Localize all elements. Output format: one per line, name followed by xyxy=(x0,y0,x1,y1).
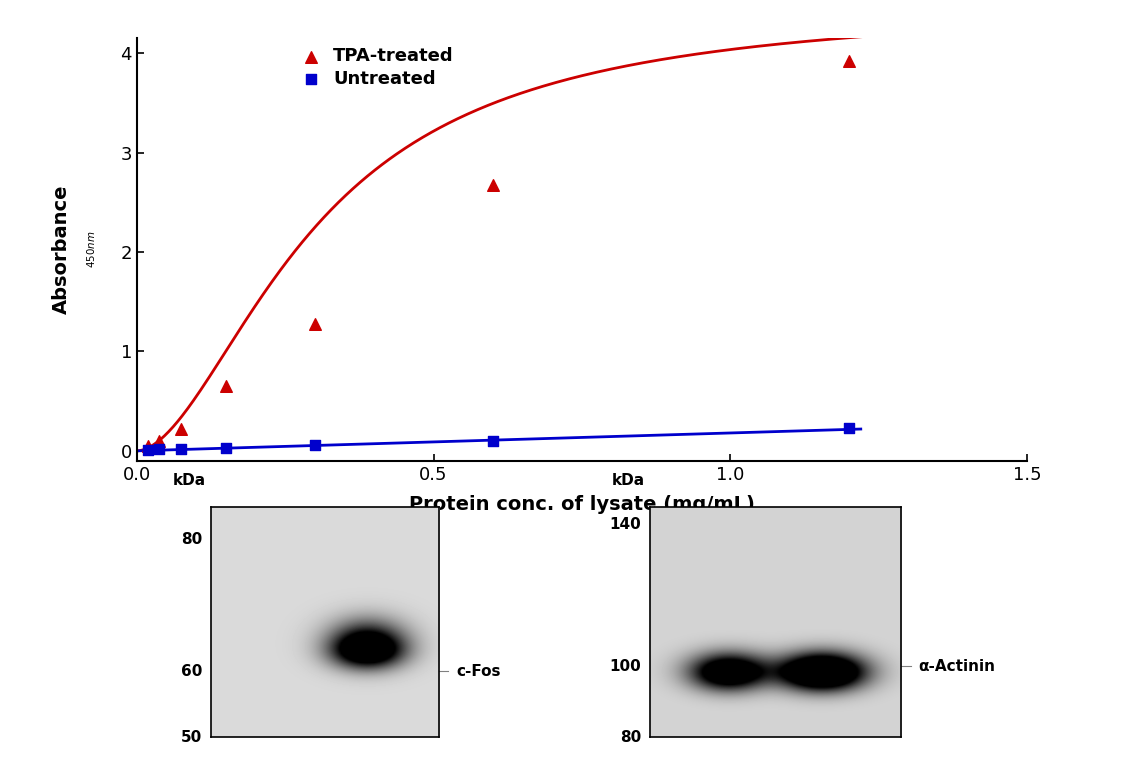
Untreated xyxy=(139,444,157,456)
Text: 140: 140 xyxy=(609,517,641,532)
Text: 50: 50 xyxy=(180,730,202,745)
Text: $_{450nm}$: $_{450nm}$ xyxy=(83,231,98,268)
Untreated xyxy=(484,435,502,447)
Text: kDa: kDa xyxy=(612,472,645,488)
Text: Absorbance: Absorbance xyxy=(51,185,71,314)
Text: 60: 60 xyxy=(180,664,202,679)
Untreated xyxy=(151,443,169,455)
Text: 100: 100 xyxy=(609,659,641,674)
TPA-treated xyxy=(217,380,235,392)
Untreated xyxy=(217,442,235,454)
TPA-treated xyxy=(151,435,169,447)
Text: kDa: kDa xyxy=(172,472,205,488)
TPA-treated xyxy=(484,178,502,190)
Text: 80: 80 xyxy=(620,730,641,745)
TPA-treated xyxy=(840,55,858,68)
TPA-treated xyxy=(172,423,191,435)
Text: c-Fos: c-Fos xyxy=(456,664,501,679)
Untreated xyxy=(840,422,858,434)
TPA-treated xyxy=(306,317,324,329)
Text: α-Actinin: α-Actinin xyxy=(919,659,995,674)
TPA-treated xyxy=(139,440,157,452)
X-axis label: Protein conc. of lysate (mg/mL): Protein conc. of lysate (mg/mL) xyxy=(408,495,755,514)
Text: 80: 80 xyxy=(180,532,202,548)
Untreated xyxy=(306,439,324,451)
Legend: TPA-treated, Untreated: TPA-treated, Untreated xyxy=(298,48,454,88)
Untreated xyxy=(172,442,191,455)
